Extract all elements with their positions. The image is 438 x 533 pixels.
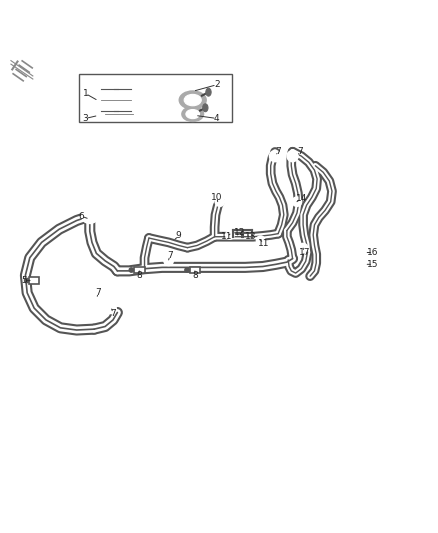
Circle shape	[129, 268, 134, 272]
Text: 2: 2	[214, 80, 219, 89]
Ellipse shape	[257, 236, 265, 244]
Text: 16: 16	[367, 248, 379, 257]
Ellipse shape	[293, 197, 301, 206]
Text: 15: 15	[367, 260, 379, 269]
Ellipse shape	[82, 209, 98, 223]
Ellipse shape	[203, 104, 208, 112]
Text: 8: 8	[192, 271, 198, 280]
Text: 5: 5	[21, 276, 27, 285]
Text: 11: 11	[221, 232, 233, 241]
Ellipse shape	[180, 91, 206, 109]
Text: 12: 12	[234, 228, 246, 237]
Ellipse shape	[270, 151, 280, 161]
Ellipse shape	[215, 197, 224, 206]
Text: 13: 13	[245, 232, 256, 241]
Ellipse shape	[107, 304, 116, 313]
Ellipse shape	[93, 293, 102, 302]
Circle shape	[25, 278, 29, 282]
Ellipse shape	[184, 94, 201, 106]
Ellipse shape	[206, 88, 211, 96]
Text: 7: 7	[297, 147, 304, 156]
Text: 14: 14	[296, 194, 307, 203]
Circle shape	[185, 268, 189, 272]
Ellipse shape	[226, 231, 234, 239]
Text: 17: 17	[299, 247, 310, 256]
Text: 11: 11	[258, 239, 269, 248]
Text: 10: 10	[211, 193, 223, 202]
FancyBboxPatch shape	[190, 266, 200, 273]
Text: 3: 3	[82, 114, 88, 123]
Ellipse shape	[186, 109, 200, 119]
Ellipse shape	[182, 107, 203, 121]
Ellipse shape	[164, 256, 173, 265]
Text: 1: 1	[82, 89, 88, 98]
Text: 9: 9	[176, 231, 182, 240]
Ellipse shape	[299, 244, 307, 253]
Ellipse shape	[287, 151, 298, 161]
FancyBboxPatch shape	[79, 74, 232, 122]
FancyBboxPatch shape	[134, 266, 145, 273]
Text: 4: 4	[214, 114, 219, 123]
Text: 8: 8	[136, 271, 142, 280]
Text: 7: 7	[167, 251, 173, 260]
Ellipse shape	[361, 261, 368, 268]
FancyBboxPatch shape	[29, 278, 39, 284]
Text: 7: 7	[276, 147, 282, 156]
Text: 6: 6	[78, 212, 84, 221]
Text: 7: 7	[110, 309, 116, 318]
Ellipse shape	[361, 249, 368, 256]
Text: 7: 7	[95, 288, 102, 297]
